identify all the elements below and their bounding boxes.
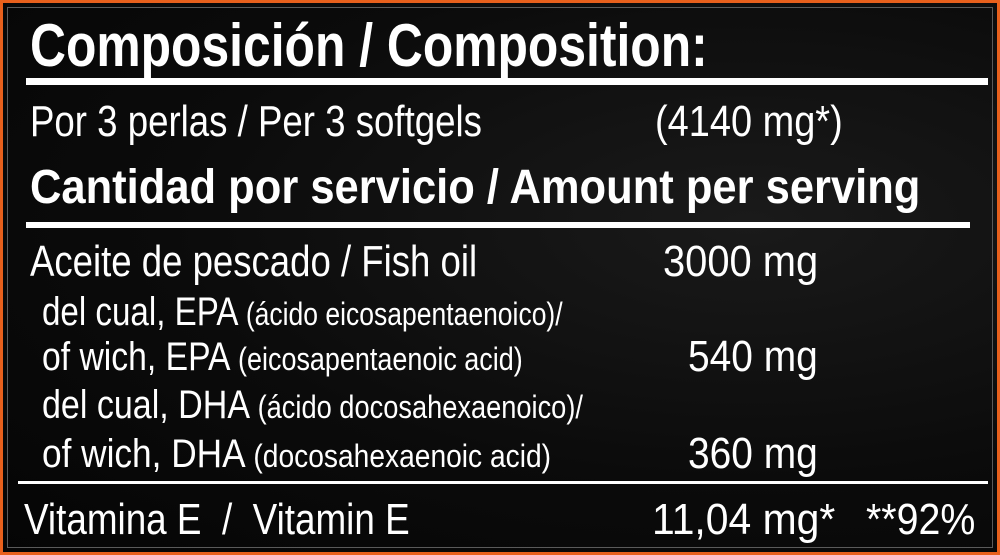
subtitle: Cantidad por servicio / Amount per servi… <box>30 161 921 214</box>
inner-border <box>7 7 993 548</box>
row-dha-en-name: of wich, DHA <box>42 432 254 476</box>
row-dha-es-name: del cual, DHA <box>42 383 258 427</box>
row-epa-en-desc: (eicosapentaenoic acid) <box>238 341 523 377</box>
serving-label: Por 3 perlas / Per 3 softgels <box>30 97 482 146</box>
title-divider <box>26 78 988 85</box>
row-epa-es: del cual, EPA (ácido eicosapentaenoico)/ <box>42 292 563 332</box>
row-epa-es-name: del cual, EPA <box>42 290 246 334</box>
row-epa-value: 540 mg <box>688 332 818 381</box>
row-dha-value: 360 mg <box>688 429 818 478</box>
subtitle-divider <box>26 222 970 228</box>
row-epa-en: of wich, EPA (eicosapentaenoic acid) <box>42 337 523 377</box>
row-epa-en-name: of wich, EPA <box>42 335 239 379</box>
row-epa-es-desc: (ácido eicosapentaenoico)/ <box>245 296 563 332</box>
row-dha-es: del cual, DHA (ácido docosahexaenoico)/ <box>42 385 583 425</box>
serving-weight: (4140 mg*) <box>655 97 843 146</box>
row-fish-oil-value: 3000 mg <box>663 237 819 286</box>
row-dha-es-desc: (ácido docosahexaenoico)/ <box>257 389 583 425</box>
title: Composición / Composition: <box>30 12 708 79</box>
row-dha-en-desc: (docosahexaenoic acid) <box>253 438 552 474</box>
vitamin-divider <box>18 481 988 484</box>
vitamin-percent: **92% <box>866 495 976 544</box>
row-dha-en: of wich, DHA (docosahexaenoic acid) <box>42 434 551 474</box>
vitamin-label: Vitamina E / Vitamin E <box>24 495 410 544</box>
row-fish-oil-label: Aceite de pescado / Fish oil <box>30 237 478 286</box>
vitamin-value: 11,04 mg* <box>652 495 836 544</box>
